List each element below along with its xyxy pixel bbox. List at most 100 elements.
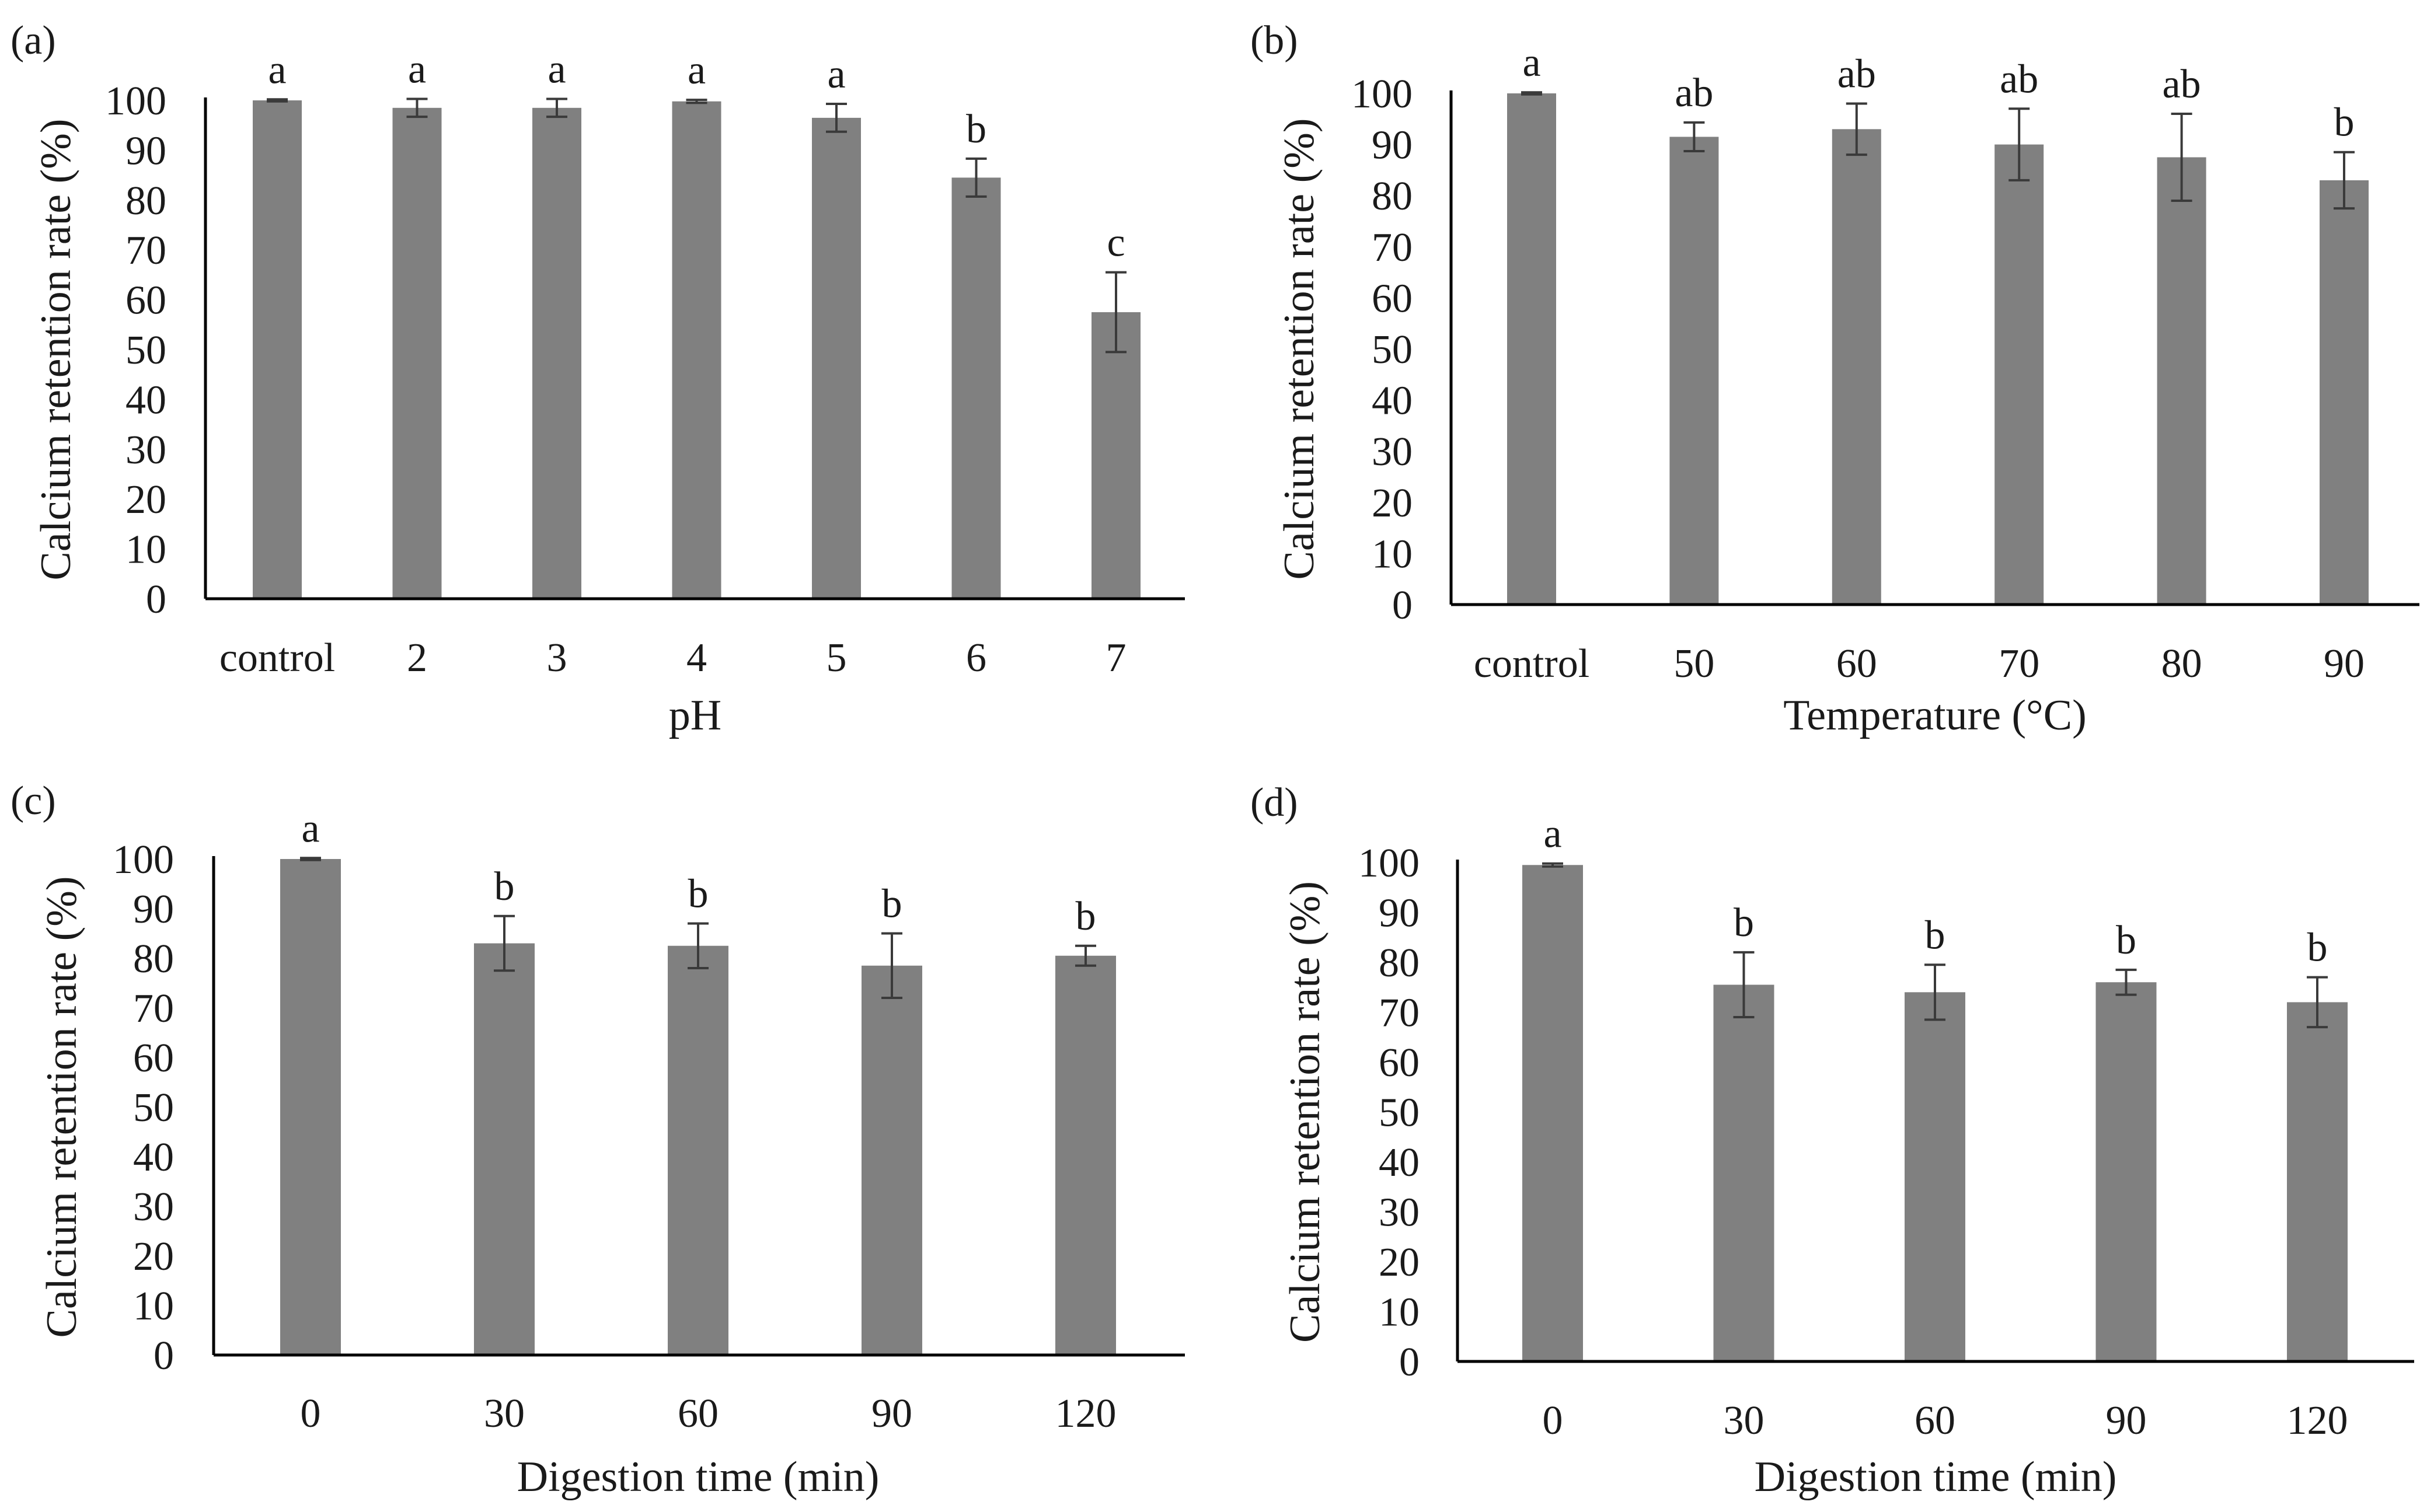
y-tick-label: 90 [125,128,166,173]
y-tick-label: 30 [133,1185,174,1230]
y-tick-label: 30 [1379,1190,1420,1235]
significance-letter: a [1543,812,1561,857]
y-tick-label: 0 [1399,1340,1420,1385]
y-tick-label: 20 [133,1234,174,1279]
bar [474,943,535,1355]
x-tick-label: 0 [1543,1398,1563,1443]
bar [1994,144,2044,605]
x-tick-label: 90 [871,1391,912,1436]
y-tick-label: 30 [1372,429,1413,474]
bar [2095,982,2157,1361]
y-tick-label: 60 [133,1036,174,1081]
x-tick-label: 70 [1999,641,2039,686]
y-tick-label: 40 [133,1135,174,1180]
significance-letter: b [882,882,902,927]
significance-letter: ab [1837,52,1876,97]
x-axis-title: Digestion time (min) [517,1453,880,1501]
x-tick-label: 80 [2161,641,2202,686]
y-tick-label: 40 [125,378,166,422]
x-tick-label: 90 [2324,641,2365,686]
y-tick-label: 70 [125,228,166,273]
x-axis-title: Digestion time (min) [1755,1453,2117,1501]
x-tick-label: 30 [1724,1398,1765,1443]
bar [2157,157,2206,605]
significance-letter: b [1076,894,1096,939]
y-tick-label: 20 [1379,1240,1420,1285]
x-tick-label: 120 [2287,1398,2348,1443]
x-tick-label: 5 [827,635,847,680]
y-tick-label: 10 [1372,532,1413,577]
y-tick-label: 10 [125,528,166,572]
y-tick-label: 10 [133,1284,174,1329]
significance-letter: a [301,806,319,851]
panel-label: (c) [11,778,56,823]
x-tick-label: 30 [484,1391,525,1436]
y-tick-label: 50 [1372,327,1413,372]
chart-panel-1: (b) 0 10 20 30 40 50 60 70 80 90 100 Calcium retenti… [1250,18,2419,739]
y-tick-label: 80 [125,179,166,224]
y-tick-label: 100 [1351,72,1413,117]
x-tick-label: control [219,635,335,680]
bar [532,107,581,599]
x-tick-label: 60 [1915,1398,1955,1443]
significance-letter: ab [2000,57,2038,102]
y-tick-label: 90 [133,887,174,932]
significance-letter: b [688,872,709,917]
bar [2320,180,2369,605]
y-tick-label: 90 [1379,891,1420,936]
y-tick-label: 60 [1379,1040,1420,1085]
bar [253,100,302,599]
y-tick-label: 10 [1379,1290,1420,1335]
y-tick-label: 100 [1358,841,1420,886]
bar [672,101,721,599]
panel-label: (d) [1250,780,1298,825]
x-tick-label: 6 [966,635,986,680]
x-tick-label: 3 [547,635,567,680]
significance-letter: ab [2163,62,2201,107]
bar [1507,93,1556,605]
bar [1832,129,1881,605]
y-tick-label: 50 [133,1085,174,1130]
y-tick-label: 100 [113,837,174,882]
significance-letter: ab [1675,71,1713,116]
panel-label: (b) [1250,18,1298,63]
significance-letter: b [1734,900,1754,945]
x-tick-label: 0 [301,1391,321,1436]
x-tick-label: 120 [1055,1391,1117,1436]
y-tick-label: 60 [125,278,166,323]
x-tick-label: 90 [2106,1398,2147,1443]
y-tick-label: 50 [1379,1091,1420,1136]
significance-letter: a [1522,40,1540,85]
x-axis-title: Temperature (°C) [1783,692,2087,739]
x-tick-label: 50 [1673,641,1714,686]
y-tick-label: 90 [1372,123,1413,168]
significance-letter: a [548,47,566,92]
x-tick-label: 60 [1836,641,1877,686]
significance-letter: b [494,864,515,909]
bar [2287,1002,2348,1361]
bar [1669,137,1719,605]
x-axis-title: pH [669,692,721,739]
y-tick-label: 20 [1372,481,1413,526]
significance-letter: a [688,48,706,93]
y-tick-label: 60 [1372,276,1413,321]
y-tick-label: 20 [125,477,166,522]
panel-label: (a) [11,18,56,63]
x-tick-label: 4 [686,635,707,680]
y-tick-label: 30 [125,428,166,473]
bar [392,107,442,599]
bar [951,177,1001,599]
y-tick-label: 70 [1372,225,1413,270]
x-tick-label: 60 [678,1391,719,1436]
significance-letter: b [2334,100,2355,145]
significance-letter: b [966,107,986,152]
y-tick-label: 70 [1379,991,1420,1036]
y-axis-title: Calcium retention rate (%) [1281,881,1329,1343]
bar [1092,312,1141,599]
y-tick-label: 80 [1379,941,1420,986]
y-tick-label: 0 [146,577,166,622]
y-tick-label: 40 [1372,379,1413,424]
